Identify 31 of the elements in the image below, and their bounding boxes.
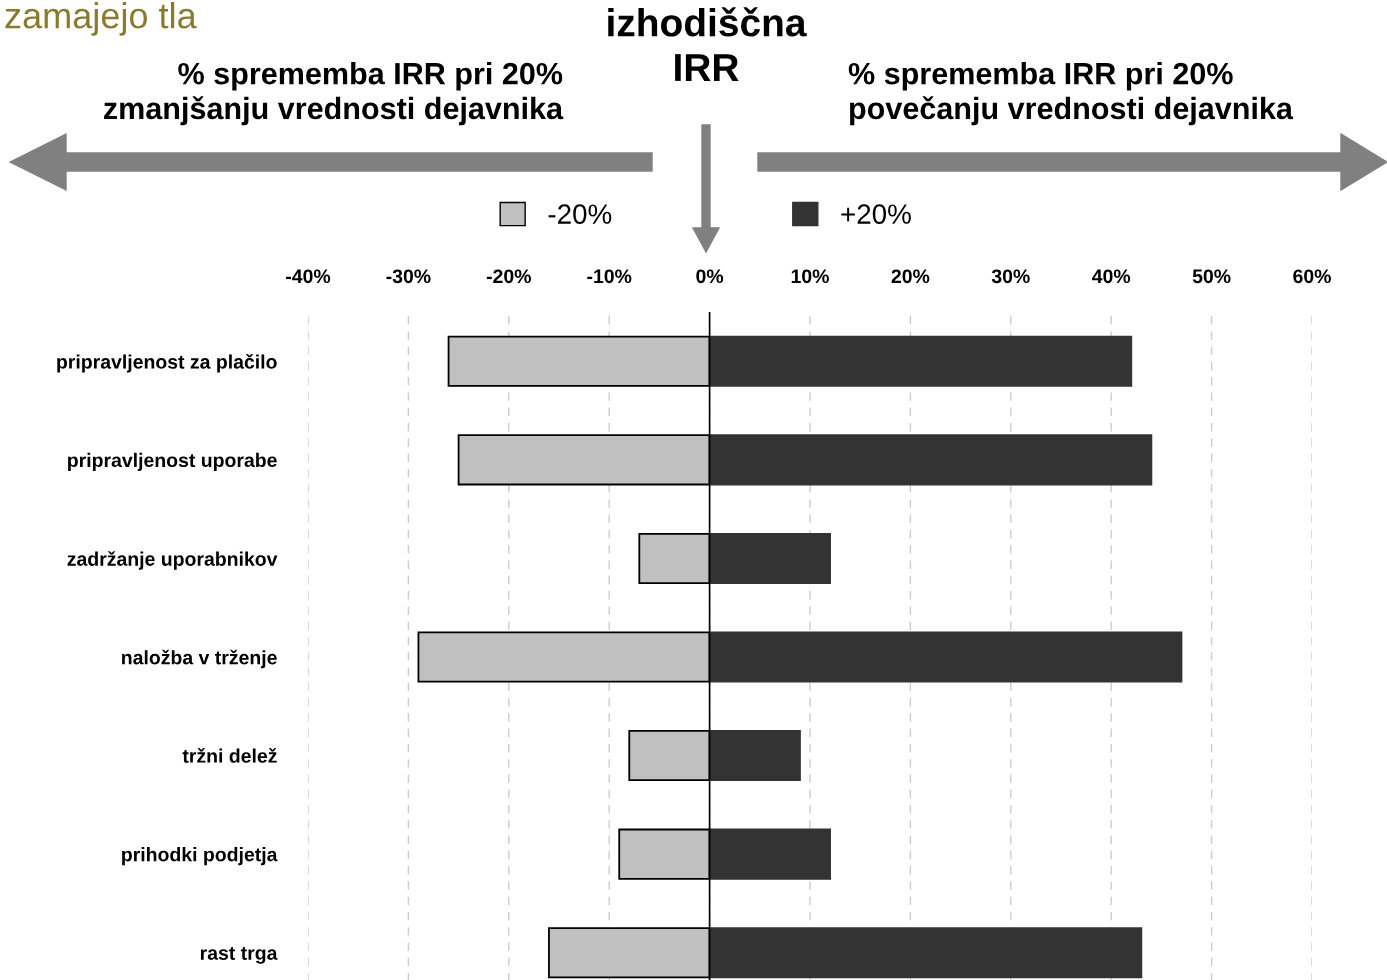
x-tick-label: -20% xyxy=(486,269,531,284)
x-tick-label: 50% xyxy=(1192,269,1231,284)
legend-label: -20% xyxy=(548,204,612,224)
x-tick-label: 20% xyxy=(891,269,930,284)
x-tick-label: 0% xyxy=(696,269,724,284)
x-tick-label: -10% xyxy=(587,269,632,284)
x-tick-label: 30% xyxy=(991,269,1030,284)
x-tick-label: 60% xyxy=(1293,269,1331,284)
text: % sprememba IRR pri 20% povečanju vrednosti dejavnika xyxy=(848,62,1294,126)
x-tick-label: 40% xyxy=(1092,269,1131,284)
y-tick-label: prihodki podjetja xyxy=(122,847,278,866)
bar xyxy=(708,927,1143,979)
bar xyxy=(708,532,831,584)
x-tick-label: 10% xyxy=(791,269,829,284)
bar xyxy=(708,434,1153,486)
bar xyxy=(708,631,1183,683)
y-tick-label: pripravljenost uporabe xyxy=(68,452,277,471)
bar xyxy=(708,730,801,782)
y-tick-label: pripravljenost za plačilo xyxy=(57,354,277,373)
y-tick-label: naložba v trženje xyxy=(122,649,277,669)
y-tick-label: rast trga xyxy=(200,947,278,964)
chart-title: izhodiščna IRR xyxy=(608,7,807,81)
legend-label: +20% xyxy=(841,204,911,224)
bar xyxy=(708,335,1133,387)
bar xyxy=(708,828,831,880)
x-tick-label: -40% xyxy=(286,269,331,284)
text: zamajejo tla xyxy=(5,2,197,36)
y-tick-label: zadržanje uporabnikov xyxy=(67,551,278,570)
text: % sprememba IRR pri 20% zmanjšanju vrednosti dejavnika xyxy=(104,62,564,126)
x-tick-label: -30% xyxy=(386,269,431,284)
y-tick-label: tržni delež xyxy=(182,748,277,763)
